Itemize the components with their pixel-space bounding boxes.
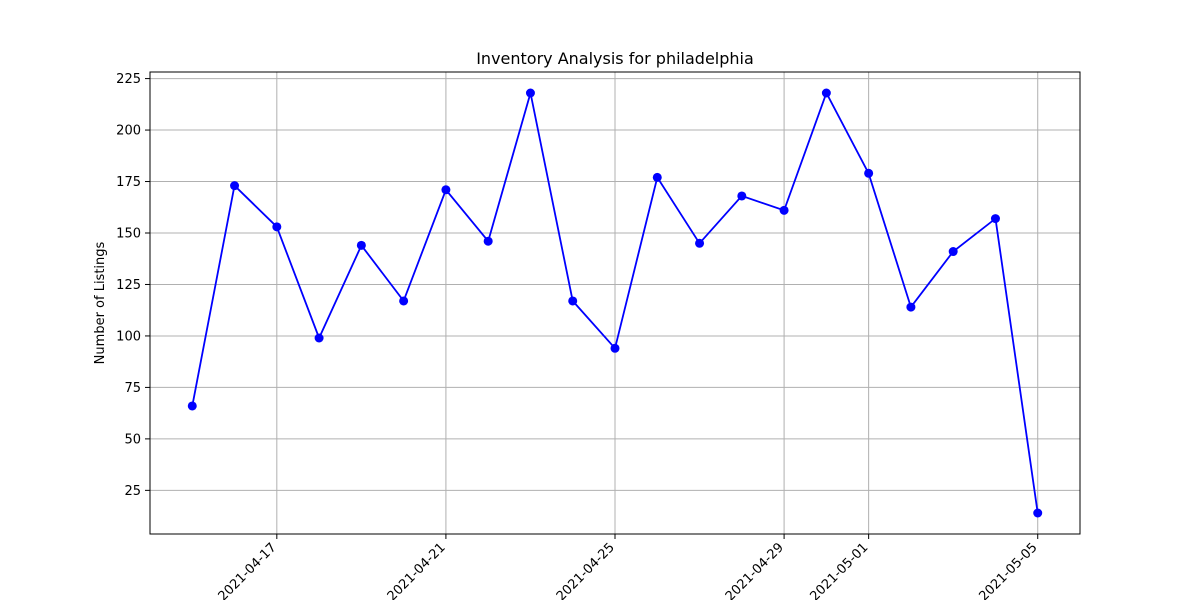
- x-tick-label: 2021-04-25: [554, 540, 618, 600]
- data-point: [610, 343, 620, 353]
- data-point: [314, 333, 324, 343]
- chart-title: Inventory Analysis for philadelphia: [476, 49, 754, 68]
- data-point: [187, 401, 197, 411]
- y-tick-label: 100: [116, 329, 141, 344]
- data-point: [1033, 508, 1043, 518]
- data-point: [272, 222, 282, 232]
- data-point: [821, 88, 831, 98]
- data-point: [652, 172, 662, 182]
- data-point: [990, 214, 1000, 224]
- data-point: [906, 302, 916, 312]
- data-point: [948, 247, 958, 257]
- y-tick-label: 50: [124, 432, 141, 447]
- data-point: [230, 181, 240, 191]
- data-point: [525, 88, 535, 98]
- y-tick-label: 175: [116, 175, 141, 190]
- data-point: [568, 296, 578, 306]
- data-point: [441, 185, 451, 195]
- data-points: [187, 88, 1043, 518]
- y-tick-label: 75: [124, 381, 141, 396]
- y-tick-label: 125: [116, 278, 141, 293]
- y-tick-label: 225: [116, 72, 141, 87]
- data-point: [483, 236, 493, 246]
- data-point: [695, 238, 705, 248]
- x-tick-label: 2021-05-01: [807, 540, 871, 600]
- x-tick-label: 2021-04-21: [385, 540, 449, 600]
- data-point: [399, 296, 409, 306]
- data-point: [356, 240, 366, 250]
- plot-frame: [149, 71, 1081, 535]
- x-tick-label: 2021-05-05: [977, 540, 1041, 600]
- x-tick-label: 2021-04-29: [723, 540, 787, 600]
- data-point: [864, 168, 874, 178]
- x-tick-label: 2021-04-17: [216, 540, 280, 600]
- data-point: [737, 191, 747, 201]
- y-tick-label: 150: [116, 227, 141, 242]
- grid-lines: [150, 72, 1080, 534]
- y-axis-label: Number of Listings: [93, 241, 108, 364]
- y-tick-label: 200: [116, 124, 141, 139]
- data-point: [779, 205, 789, 215]
- y-tick-label: 25: [124, 484, 141, 499]
